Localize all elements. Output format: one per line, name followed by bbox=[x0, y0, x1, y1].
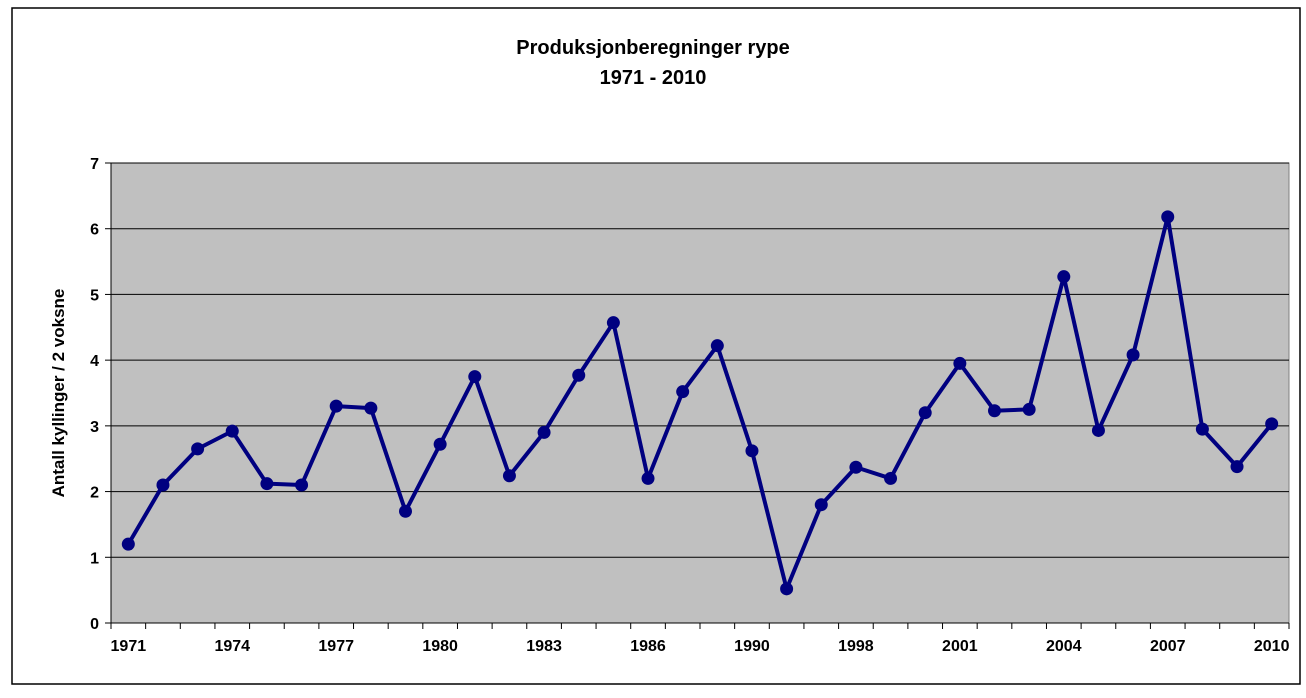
data-point bbox=[918, 406, 932, 420]
y-tick-label: 5 bbox=[90, 287, 99, 304]
data-point bbox=[329, 399, 343, 413]
x-tick-label: 1990 bbox=[734, 638, 770, 655]
x-tick-label: 1986 bbox=[630, 638, 666, 655]
data-point bbox=[572, 368, 586, 382]
data-point bbox=[676, 385, 690, 399]
chart-subtitle: 1971 - 2010 bbox=[600, 67, 707, 89]
y-tick-label: 6 bbox=[90, 222, 99, 239]
x-tick-label: 2004 bbox=[1046, 638, 1082, 655]
data-point bbox=[1126, 348, 1140, 362]
y-tick-label: 4 bbox=[90, 353, 99, 370]
x-tick-label: 1998 bbox=[838, 638, 874, 655]
chart-title: Produksjonberegninger rype bbox=[516, 37, 789, 59]
data-point bbox=[121, 537, 135, 551]
plot-area bbox=[110, 162, 1290, 624]
data-point bbox=[1161, 210, 1175, 224]
data-point bbox=[295, 478, 309, 492]
data-point bbox=[745, 444, 759, 458]
data-point bbox=[537, 425, 551, 439]
data-point bbox=[780, 582, 794, 596]
data-point bbox=[468, 370, 482, 384]
y-tick-label: 0 bbox=[90, 616, 99, 633]
y-tick-label: 7 bbox=[90, 156, 99, 173]
data-point bbox=[1057, 270, 1071, 284]
data-point bbox=[1265, 417, 1279, 431]
data-point bbox=[502, 469, 516, 483]
x-tick-label: 2007 bbox=[1150, 638, 1186, 655]
data-point bbox=[1022, 402, 1036, 416]
x-tick-label: 1983 bbox=[526, 638, 562, 655]
data-point bbox=[260, 477, 274, 491]
data-point bbox=[710, 339, 724, 353]
x-tick-label: 1974 bbox=[214, 638, 250, 655]
x-tick-label: 2010 bbox=[1254, 638, 1290, 655]
y-tick-label: 2 bbox=[90, 485, 99, 502]
x-tick-label: 1971 bbox=[111, 638, 147, 655]
data-point bbox=[953, 356, 967, 370]
data-point bbox=[156, 478, 170, 492]
data-point bbox=[399, 504, 412, 518]
data-point bbox=[1091, 423, 1105, 437]
data-point bbox=[433, 437, 447, 451]
y-axis-label: Antall kyllinger / 2 voksne bbox=[49, 289, 68, 498]
data-point bbox=[606, 316, 620, 330]
data-point bbox=[988, 404, 1001, 418]
data-point bbox=[191, 442, 205, 456]
data-point bbox=[641, 471, 655, 485]
y-tick-label: 1 bbox=[90, 550, 99, 567]
data-point bbox=[814, 498, 828, 512]
data-point bbox=[1230, 460, 1244, 474]
series-line bbox=[126, 214, 1274, 591]
data-point bbox=[884, 471, 898, 485]
x-tick-label: 1980 bbox=[422, 638, 458, 655]
data-point bbox=[364, 401, 378, 415]
data-point bbox=[225, 424, 239, 438]
y-tick-label: 3 bbox=[90, 419, 99, 436]
data-point bbox=[849, 460, 863, 474]
x-tick-label: 2001 bbox=[942, 638, 978, 655]
x-tick-label: 1977 bbox=[318, 638, 354, 655]
data-point bbox=[1195, 422, 1209, 436]
